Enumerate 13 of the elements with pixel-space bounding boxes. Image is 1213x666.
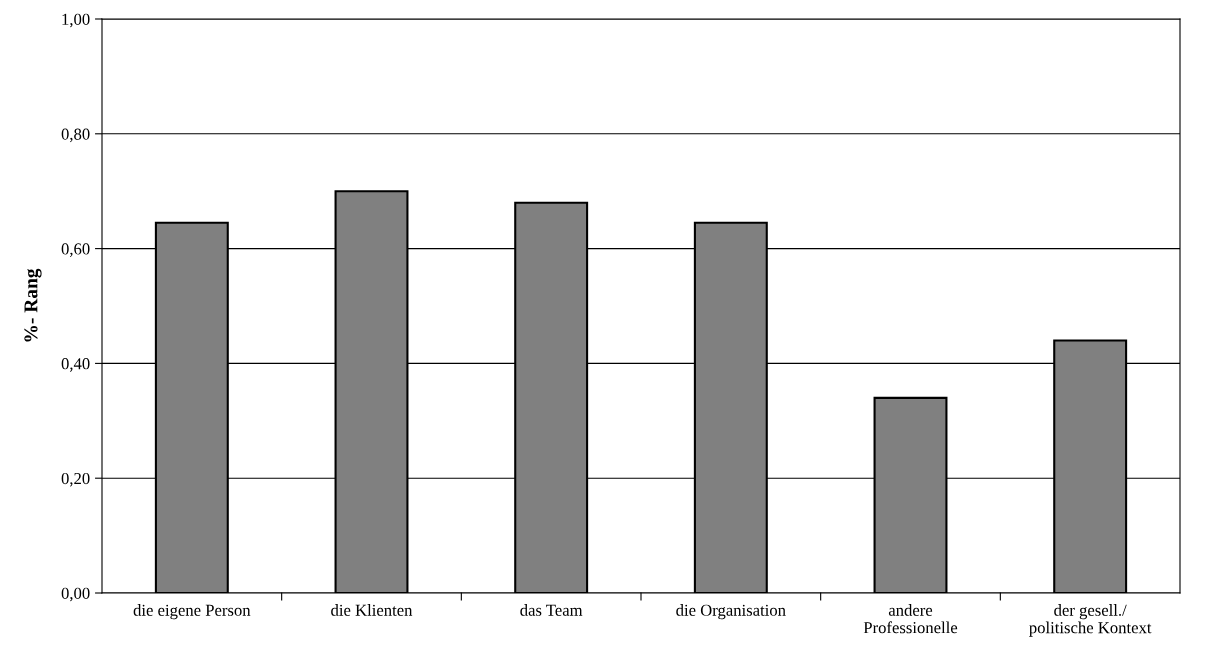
y-axis-title: %- Rang bbox=[24, 268, 42, 342]
y-tick-label: 0,20 bbox=[61, 472, 90, 487]
y-tick-label: 0,80 bbox=[61, 128, 90, 143]
y-tick-label: 1,00 bbox=[62, 13, 90, 28]
x-tick-label: andere Professionelle bbox=[863, 604, 958, 634]
x-tick-label: das Team bbox=[520, 604, 583, 616]
x-tick-label: die eigene Person bbox=[133, 604, 251, 620]
x-tick-label: die Klienten bbox=[331, 604, 413, 616]
y-tick-label: 0,00 bbox=[61, 587, 90, 602]
y-tick-label: 0,60 bbox=[61, 243, 90, 257]
x-tick-label: die Organisation bbox=[676, 604, 786, 620]
x-tick-label: der gesell./ politische Kontext bbox=[1029, 604, 1152, 637]
y-tick-label: 0,40 bbox=[61, 358, 90, 372]
